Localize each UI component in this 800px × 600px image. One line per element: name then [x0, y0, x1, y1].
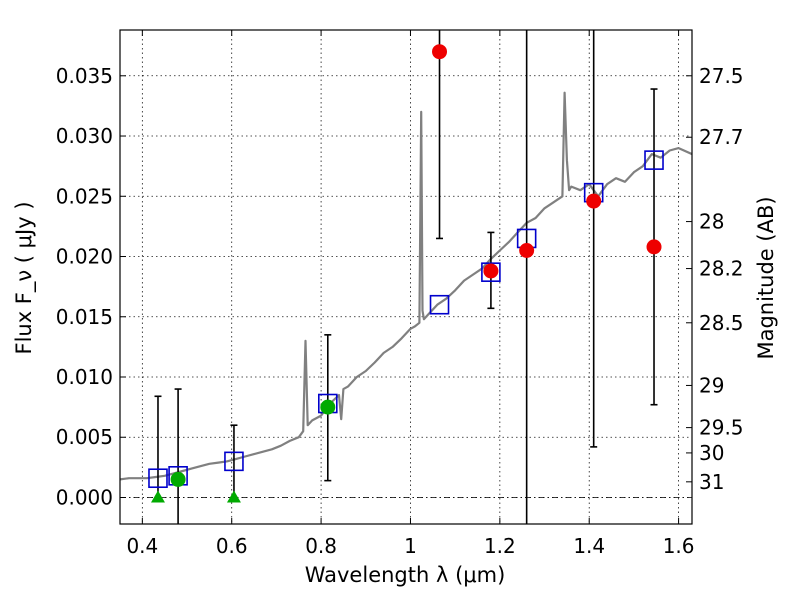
observed-point-red	[432, 44, 448, 60]
y-tick-label: 0.010	[56, 365, 113, 389]
model-spectrum-line	[120, 91, 692, 481]
observed-point-green	[170, 471, 186, 487]
model-photometry-point	[429, 294, 450, 315]
y-axis-label: Flux F_ν ( μJy )	[12, 201, 37, 354]
y-tick-label: 0.015	[56, 305, 113, 329]
mag-tick-label: 27.7	[699, 125, 744, 149]
x-axis-label-text: Wavelength λ (μm)	[305, 563, 506, 587]
y-tick-label: 0.035	[56, 64, 113, 88]
model-photometry-point	[224, 451, 244, 472]
observed-point-red	[586, 193, 602, 209]
model-photometry-point	[644, 150, 664, 170]
tick-layer: 0.4 0.6 0.8 1 1.2 1.4 1.6 0.000 0.005 0.010 0.015 0…	[56, 30, 744, 558]
y-tick-label: 0.005	[56, 425, 113, 449]
observed-point-green	[320, 399, 336, 415]
mag-tick-label: 28.5	[699, 311, 744, 335]
x-tick-label: 1.2	[484, 534, 516, 558]
y-tick-label: 0.025	[56, 184, 113, 208]
mag-tick-label: 28.2	[699, 257, 744, 281]
mag-tick-label: 31	[699, 470, 724, 494]
model-photometry-point	[481, 262, 501, 282]
model-photometry-point	[148, 468, 168, 489]
y-tick-label: 0.000	[56, 485, 113, 509]
x-tick-label: 0.8	[305, 534, 337, 558]
right-axis-label: Magnitude (AB)	[754, 196, 778, 359]
x-tick-label: 0.6	[216, 534, 248, 558]
x-tick-label: 1.4	[573, 534, 605, 558]
x-tick-label: 1	[404, 534, 417, 558]
mag-tick-label: 28	[699, 210, 724, 234]
grid-layer	[120, 30, 692, 524]
mag-tick-label: 29.5	[699, 416, 744, 440]
upper-limit-marker	[150, 490, 165, 503]
plot-layer	[120, 30, 692, 524]
observed-point-red	[646, 239, 662, 255]
upper-limit-marker	[226, 490, 241, 503]
plot-frame	[119, 29, 693, 525]
mag-tick-label: 27.5	[699, 64, 744, 88]
y-tick-label: 0.020	[56, 245, 113, 269]
x-tick-label: 1.6	[663, 534, 695, 558]
mag-tick-label: 29	[699, 373, 724, 397]
observed-point-red	[483, 263, 499, 279]
observed-point-red	[519, 242, 535, 258]
y-tick-label: 0.030	[56, 124, 113, 148]
x-axis-label: Wavelength λ (μm)	[305, 563, 506, 587]
x-tick-label: 0.4	[126, 534, 158, 558]
mag-tick-label: 30	[699, 441, 724, 465]
